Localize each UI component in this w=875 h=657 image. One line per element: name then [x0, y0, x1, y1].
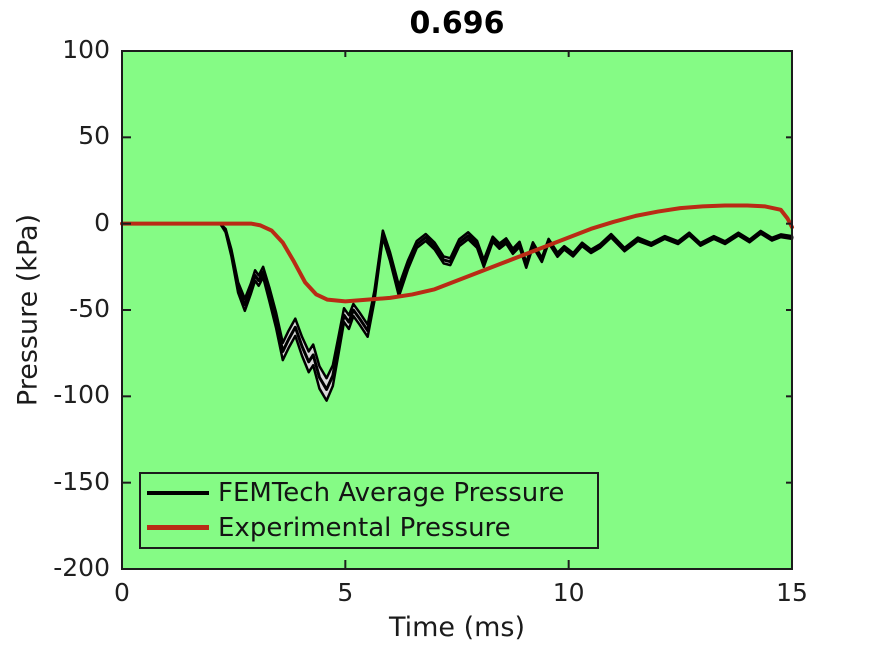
legend-label-femtech: FEMTech Average Pressure [218, 478, 565, 509]
y-tick-label: 100 [62, 35, 110, 64]
x-tick-label: 5 [337, 578, 354, 607]
y-tick-label: -150 [53, 466, 110, 496]
legend-item-femtech: FEMTech Average Pressure [147, 478, 593, 508]
femtech-average-line [120, 222, 794, 391]
y-tick-label: -200 [53, 553, 110, 582]
x-axis-label: Time (ms) [388, 612, 526, 643]
y-tick-label: 50 [78, 121, 110, 151]
y-tick-label: -50 [69, 294, 110, 323]
experimental-line [120, 203, 794, 304]
x-tick-label: 15 [776, 578, 808, 607]
femtech-line-swatch [147, 491, 209, 496]
chart-title: 0.696 [409, 6, 505, 41]
plot-border [121, 50, 793, 570]
x-tick-label: 10 [552, 578, 585, 607]
y-tick-label: 0 [94, 207, 110, 237]
y-tick-label: -100 [53, 380, 110, 410]
experimental-line-swatch [147, 525, 209, 531]
legend-box: FEMTech Average Pressure Experimental Pr… [139, 472, 599, 549]
legend-item-experimental: Experimental Pressure [147, 513, 593, 543]
x-tick-label: 0 [114, 578, 130, 607]
legend-label-experimental: Experimental Pressure [218, 512, 511, 543]
